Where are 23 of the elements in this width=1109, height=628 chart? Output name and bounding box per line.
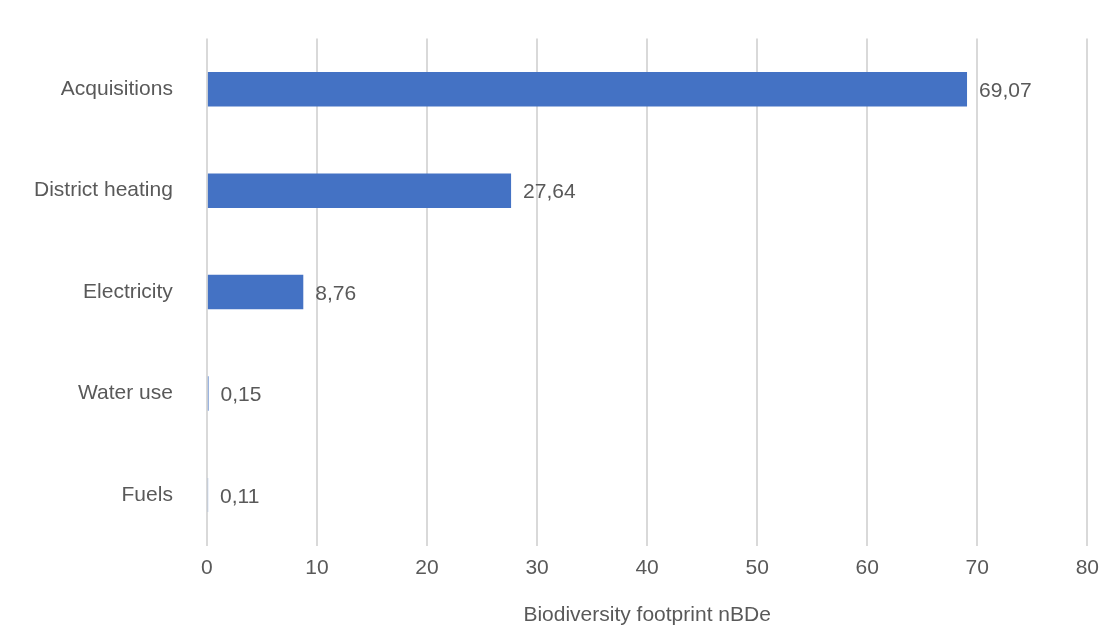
data-label: 8,76 <box>315 280 357 304</box>
x-tick-label: 20 <box>415 555 439 578</box>
bar <box>207 274 304 310</box>
data-label: 0,11 <box>220 483 260 507</box>
x-tick-label: 80 <box>1075 555 1099 578</box>
x-tick-label: 10 <box>305 555 329 578</box>
x-tick-label: 30 <box>525 555 549 578</box>
bar <box>207 173 512 208</box>
x-tick-label: 70 <box>965 555 989 578</box>
y-tick-label: Electricity <box>83 278 174 302</box>
x-tick-label: 40 <box>635 555 659 578</box>
x-tick-label: 60 <box>855 555 879 578</box>
data-label: 0,15 <box>220 382 262 406</box>
y-tick-label: District heating <box>34 177 173 201</box>
x-tick-label: 0 <box>201 555 213 578</box>
bar <box>207 72 968 107</box>
data-label: 27,64 <box>523 179 576 203</box>
x-axis-title: Biodiversity footprint nBDe <box>523 602 771 626</box>
y-tick-label: Acquisitions <box>60 76 173 100</box>
x-tick-label: 50 <box>745 555 769 578</box>
y-tick-label: Fuels <box>121 481 173 505</box>
data-label: 69,07 <box>979 78 1032 102</box>
y-tick-label: Water use <box>77 380 173 404</box>
